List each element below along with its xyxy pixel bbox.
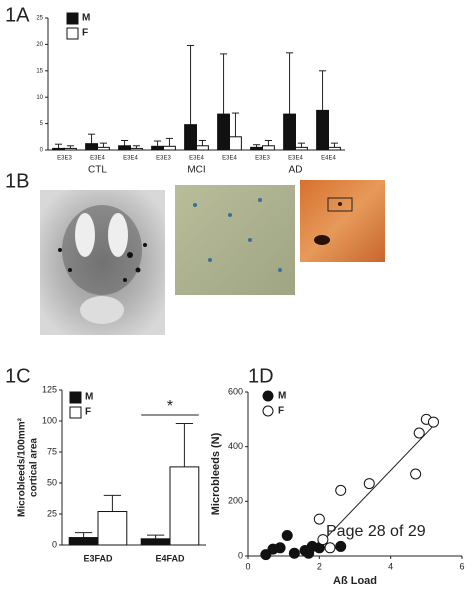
y-tick-label: 10: [36, 95, 43, 101]
legend-label: M: [82, 13, 90, 24]
bar: [130, 147, 143, 151]
y-tick-label: 0: [40, 148, 44, 154]
y-axis-label: Microbleeds/100mm²: [17, 417, 28, 517]
bar: [52, 147, 65, 151]
legend-marker: [66, 12, 79, 25]
panel-label: 1B: [5, 170, 29, 192]
mri-image: [40, 190, 165, 335]
y-tick-label: 25: [47, 508, 57, 518]
bar: [283, 113, 296, 151]
x-tick-label: 6: [459, 561, 464, 571]
x-tick-label: E3E3: [57, 156, 72, 162]
stain-image: [300, 180, 385, 262]
bar: [85, 143, 99, 151]
y-tick-label: 0: [52, 539, 57, 549]
bar: [196, 145, 209, 151]
data-point: [413, 427, 425, 439]
bar: [169, 466, 200, 546]
y-tick-label: 100: [42, 415, 57, 425]
data-point: [363, 478, 375, 490]
legend-marker: [262, 390, 274, 402]
legend-marker: [69, 406, 82, 419]
x-tick-label: 0: [245, 561, 250, 571]
y-tick-label: 50: [47, 477, 57, 487]
bar: [262, 145, 275, 151]
bar: [151, 145, 164, 151]
data-point: [410, 468, 422, 480]
page-footer: Page 28 of 29: [326, 523, 426, 540]
group-label: CTL: [88, 165, 107, 176]
y-tick-label: 400: [228, 441, 243, 451]
bar: [316, 109, 329, 151]
legend-label: M: [85, 392, 93, 403]
data-point: [324, 542, 336, 554]
panel-label: 1C: [5, 365, 31, 387]
bar: [97, 146, 110, 151]
data-point: [427, 416, 439, 428]
y-tick-label: 600: [228, 386, 243, 396]
x-tick-label: 4: [388, 561, 393, 571]
y-tick-label: 15: [36, 68, 43, 74]
bar: [118, 145, 132, 151]
x-tick-label: E3FAD: [83, 553, 113, 563]
data-point: [274, 542, 286, 554]
significance-mark: *: [167, 398, 173, 415]
data-point: [317, 534, 329, 546]
x-tick-label: E3E3: [156, 156, 171, 162]
bar: [217, 113, 230, 151]
y-axis-label: Microbleeds (N): [210, 432, 222, 515]
x-tick-label: E3E4: [90, 156, 105, 162]
bar: [250, 146, 263, 151]
legend-label: F: [278, 406, 284, 417]
x-tick-label: E4FAD: [155, 553, 185, 563]
legend-marker: [262, 405, 274, 417]
legend-label: F: [82, 28, 88, 39]
data-point: [335, 540, 347, 552]
legend-marker: [66, 27, 79, 40]
bar: [184, 124, 197, 151]
y-tick-label: 5: [40, 121, 44, 127]
y-tick-label: 125: [42, 384, 57, 394]
legend-marker: [69, 391, 82, 404]
group-label: MCI: [187, 165, 205, 176]
x-tick-label: E3E4: [189, 156, 204, 162]
y-tick-label: 200: [228, 496, 243, 506]
bar: [295, 146, 308, 151]
bar: [163, 145, 176, 151]
bar: [328, 146, 341, 151]
x-tick-label: E3E4: [222, 156, 237, 162]
bar: [140, 538, 171, 546]
group-label: AD: [289, 165, 303, 176]
bar: [97, 511, 128, 546]
panel-label: 1D: [248, 365, 274, 387]
x-tick-label: E4E4: [321, 156, 336, 162]
bar: [64, 147, 77, 151]
legend-label: F: [85, 407, 91, 418]
histology-image: [175, 185, 295, 295]
bar: [229, 136, 242, 151]
y-tick-label: 25: [36, 16, 43, 22]
trend-line: [308, 421, 438, 557]
y-axis-label: cortical area: [29, 438, 40, 497]
y-tick-label: 75: [47, 446, 57, 456]
data-point: [281, 530, 293, 541]
x-tick-label: E3E3: [255, 156, 270, 162]
y-tick-label: 0: [238, 550, 243, 560]
panel-label: 1A: [5, 4, 30, 26]
data-point: [288, 547, 300, 559]
data-point: [335, 484, 347, 496]
data-point: [313, 513, 325, 525]
x-tick-label: 2: [317, 561, 322, 571]
x-axis-label: Aß Load: [333, 575, 377, 587]
legend-label: M: [278, 391, 286, 402]
x-tick-label: E3E4: [123, 156, 138, 162]
y-tick-label: 20: [36, 42, 43, 48]
data-point: [260, 549, 272, 561]
bar: [68, 537, 99, 546]
x-tick-label: E3E4: [288, 156, 303, 162]
